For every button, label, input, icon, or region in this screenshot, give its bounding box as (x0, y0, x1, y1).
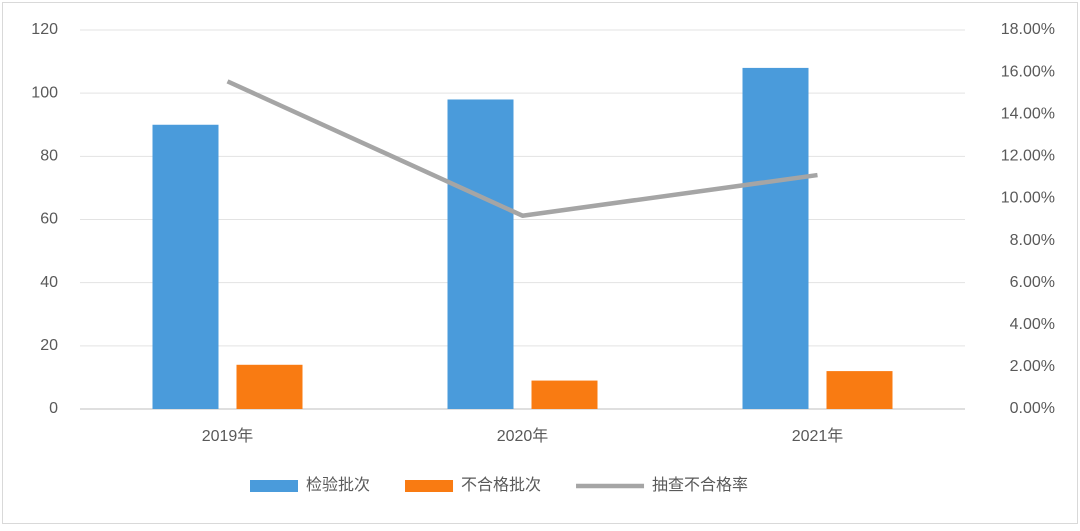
bar (447, 99, 514, 409)
y2-tick-label: 10.00% (1001, 190, 1055, 207)
y-tick-label: 80 (40, 148, 58, 165)
y2-tick-label: 6.00% (1010, 274, 1055, 291)
bar (742, 67, 809, 410)
x-tick-label: 2021年 (792, 427, 844, 445)
y-tick-label: 20 (40, 337, 58, 354)
y-tick-label: 0 (49, 400, 58, 417)
legend-swatch (250, 480, 298, 492)
y2-tick-label: 4.00% (1010, 316, 1055, 333)
bar (152, 124, 219, 409)
legend-label: 不合格批次 (461, 476, 541, 494)
legend-label: 检验批次 (306, 476, 370, 494)
y2-tick-label: 14.00% (1001, 105, 1055, 122)
y-tick-label: 40 (40, 274, 58, 291)
y2-tick-label: 12.00% (1001, 148, 1055, 165)
y2-tick-label: 2.00% (1010, 358, 1055, 375)
legend-swatch (405, 480, 454, 492)
y-tick-label: 100 (31, 84, 58, 101)
y2-tick-label: 16.00% (1001, 63, 1055, 80)
x-tick-label: 2019年 (202, 427, 254, 445)
legend-label: 抽查不合格率 (652, 476, 748, 494)
y-tick-label: 120 (31, 21, 58, 38)
x-tick-label: 2020年 (497, 427, 549, 445)
bar (531, 380, 598, 409)
bar (826, 371, 893, 409)
y2-tick-label: 8.00% (1010, 232, 1055, 249)
y2-tick-label: 0.00% (1010, 400, 1055, 417)
y2-tick-label: 18.00% (1001, 21, 1055, 38)
bar (236, 364, 303, 409)
y-tick-label: 60 (40, 211, 58, 228)
line (226, 79, 818, 218)
